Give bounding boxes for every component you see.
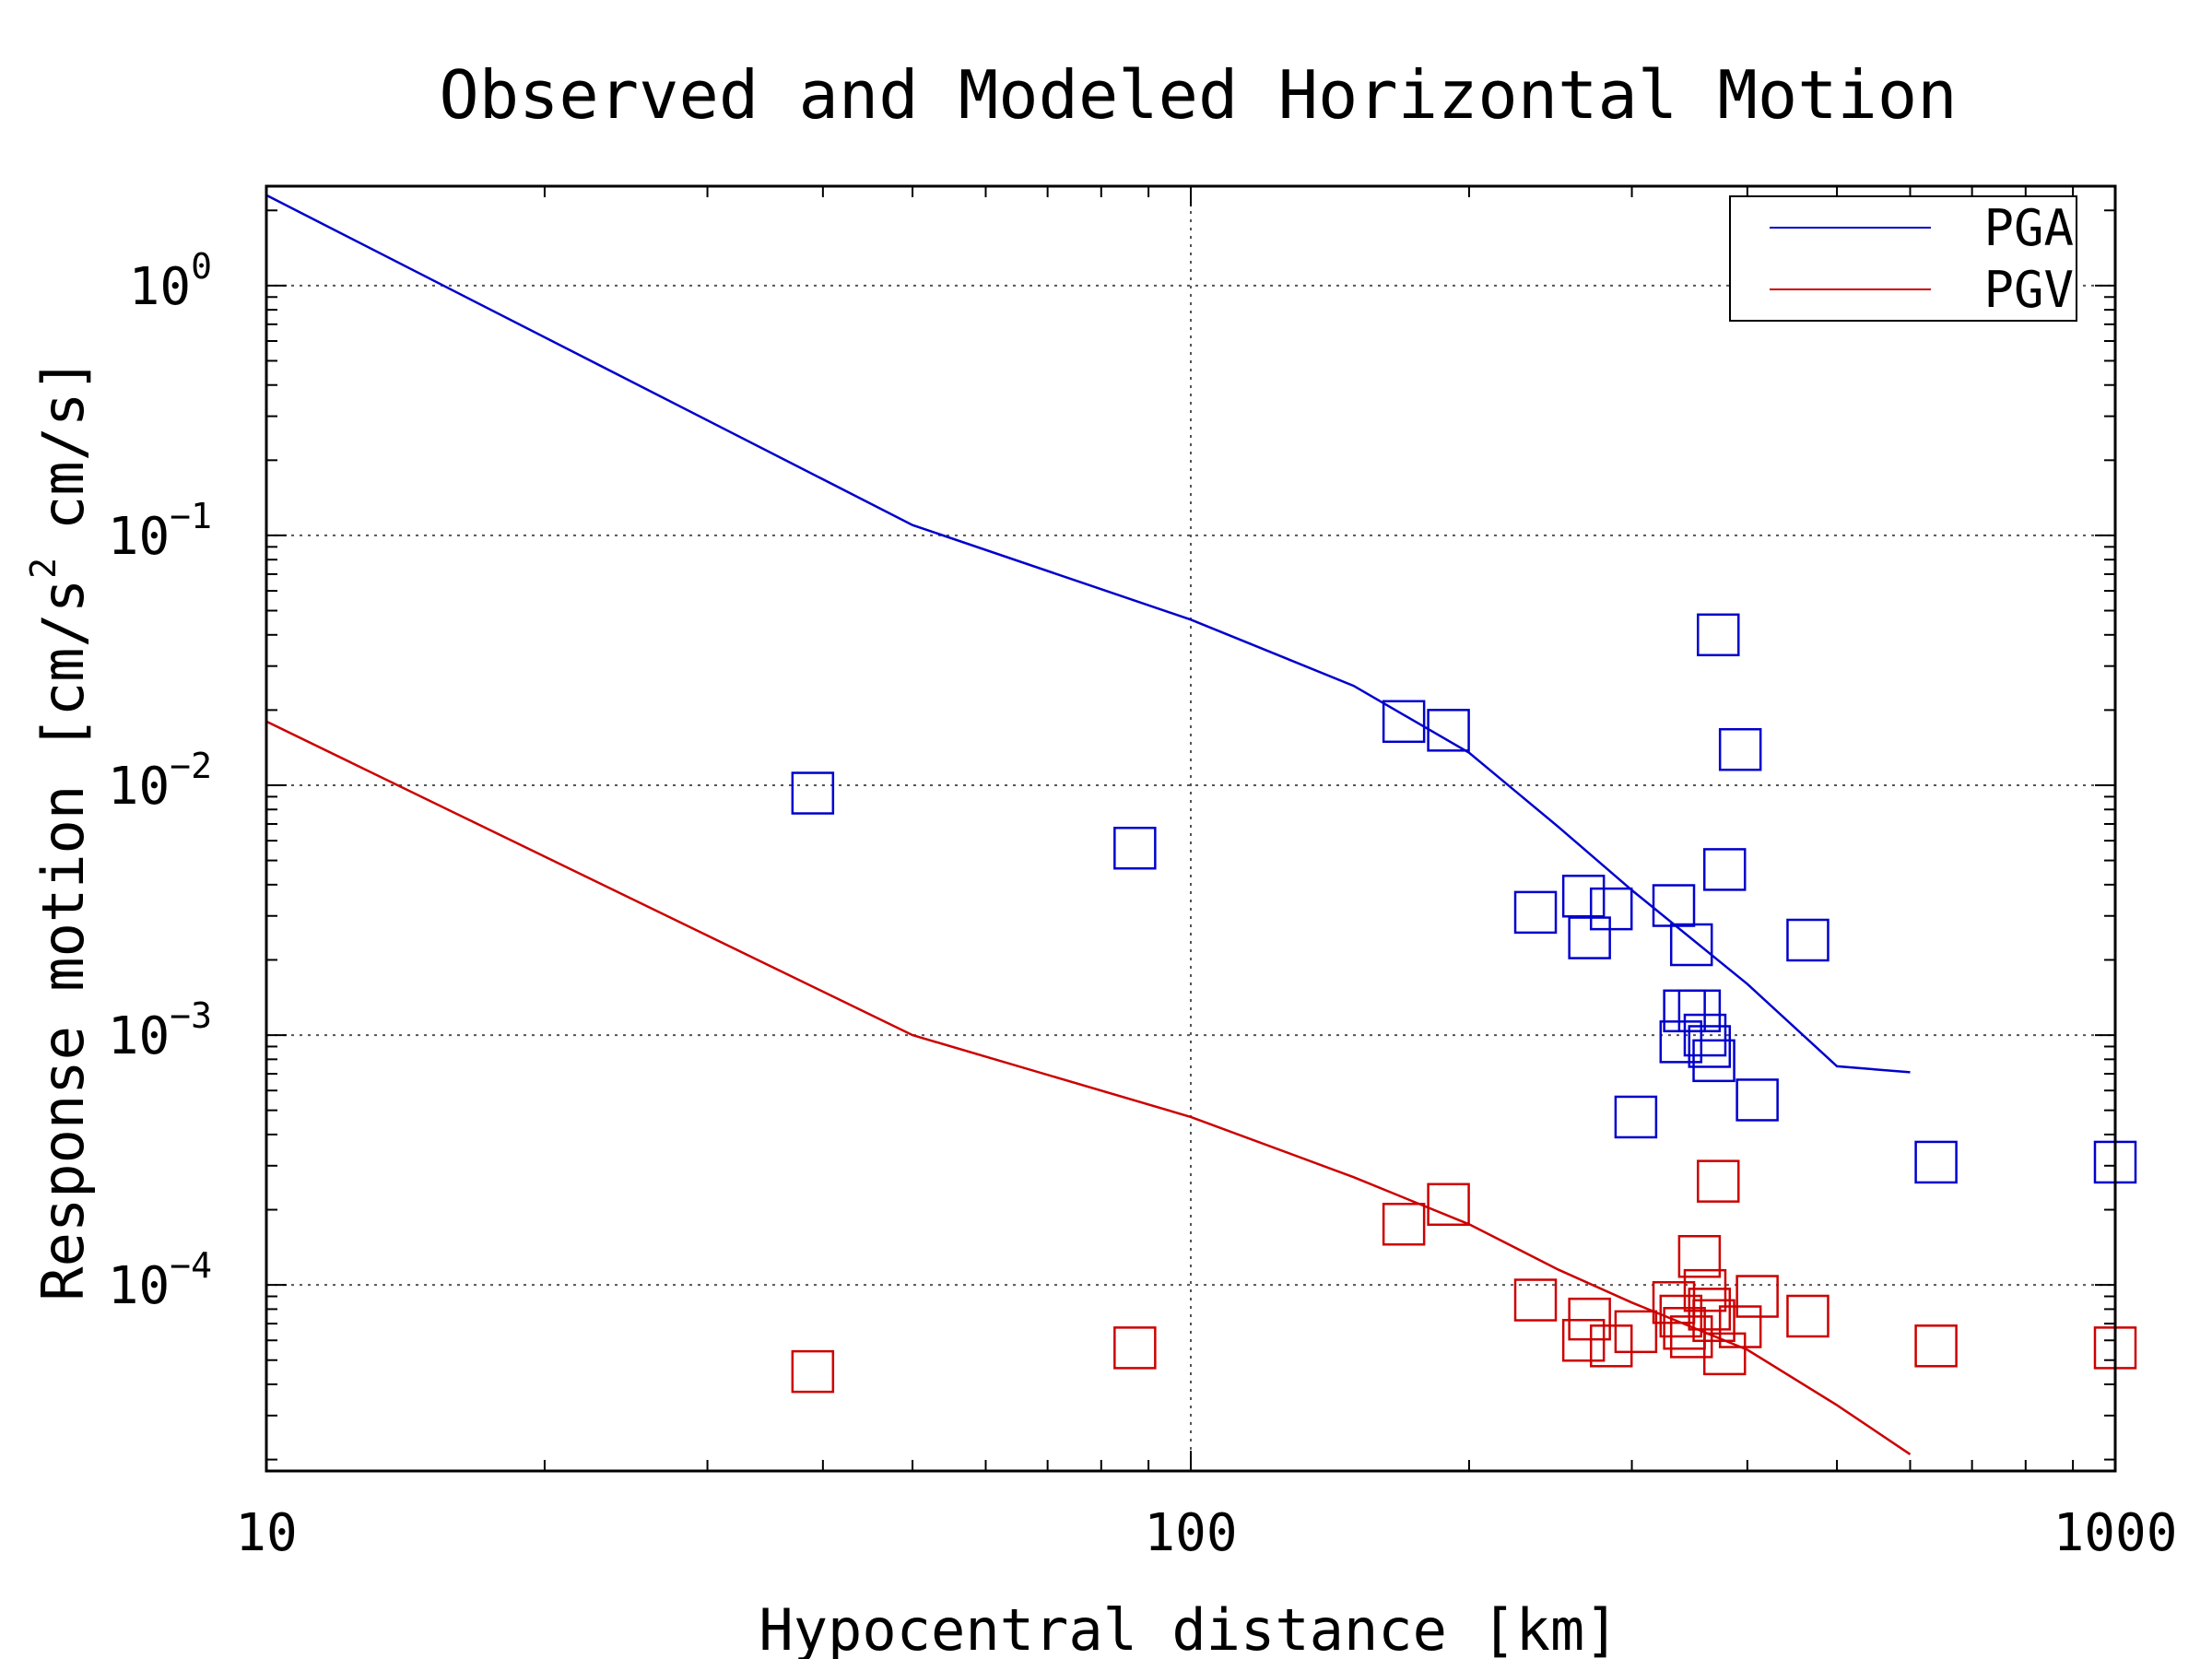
pgv-observation-marker	[1683, 1268, 1727, 1312]
chart-title: Observed and Modeled Horizontal Motion	[439, 56, 1957, 134]
pgv-observation-marker	[1113, 1326, 1157, 1370]
pga-observation-marker	[1652, 884, 1696, 927]
pga-observation-marker	[1914, 1140, 1958, 1184]
pga-observation-marker	[1113, 827, 1157, 870]
pga-observation-marker	[1513, 890, 1558, 935]
pgv-observation-marker	[1568, 1297, 1611, 1341]
legend-label-pgv: PGV	[1983, 261, 2074, 319]
pga-observation-marker	[1697, 613, 1740, 657]
pgv-observation-marker	[1702, 1332, 1747, 1376]
pgv-observation-marker	[1427, 1182, 1470, 1227]
pga-observation-marker	[1735, 1078, 1779, 1122]
y-tick-label: 10−3	[108, 995, 212, 1066]
pga-observation-marker	[1382, 700, 1426, 744]
y-tick-label: 10−1	[108, 496, 212, 567]
pgv-observation-marker	[1382, 1203, 1426, 1246]
pga-observation-marker	[1561, 875, 1606, 918]
x-tick-label: 1000	[2053, 1503, 2178, 1563]
pga-observation-marker	[1677, 989, 1722, 1033]
pgv-observation-marker	[1735, 1275, 1779, 1318]
pga-observation-marker	[1688, 1025, 1732, 1068]
pga-observation-marker	[1427, 709, 1470, 752]
y-tick-label: 10−4	[108, 1245, 212, 1316]
pgv-observation-marker	[1688, 1288, 1732, 1331]
pgv-observation-marker	[1692, 1299, 1735, 1343]
legend: PGA PGV	[1729, 195, 2077, 322]
pga-observation-marker	[1568, 916, 1611, 959]
pgv-observation-marker	[1669, 1315, 1713, 1359]
pgv-observation-marker	[1614, 1310, 1658, 1354]
legend-label-pga: PGA	[1983, 199, 2074, 257]
x-tick-labels: 10 100 1000	[235, 1503, 2177, 1563]
x-tick-label: 100	[1144, 1503, 1237, 1563]
pgv-observation-marker	[1589, 1324, 1633, 1368]
grid-lines	[266, 186, 2115, 1471]
model-lines	[265, 194, 1912, 1455]
pga-observation-marker	[1669, 923, 1713, 967]
pgv-observation-marker	[1718, 1305, 1762, 1348]
y-axis-label-sup: 2	[23, 558, 64, 579]
pgv-observation-marker	[1697, 1159, 1740, 1203]
pgv-observation-marker	[1513, 1278, 1558, 1322]
axis-ticks	[265, 186, 2115, 1471]
pga-observation-marker	[1683, 1013, 1727, 1057]
pga-observation-marker	[1718, 727, 1762, 771]
pgv-observation-marker	[1914, 1324, 1958, 1368]
x-axis-label: Hypocentral distance [km]	[759, 1596, 1618, 1659]
pga-model-line	[265, 194, 1911, 1074]
y-tick-label: 100	[129, 246, 212, 317]
pgv-observation-marker	[791, 1349, 835, 1394]
pga-observation-marker	[1786, 918, 1830, 962]
pga-observation-marker	[791, 771, 835, 815]
legend-box	[1729, 195, 2077, 322]
pgv-model-line	[265, 720, 1912, 1455]
plot-frame	[265, 184, 2117, 1473]
pgv-observation-marker	[1786, 1294, 1830, 1338]
y-axis-label-tail: cm/s]	[29, 358, 97, 530]
y-tick-label: 10−2	[108, 746, 212, 817]
y-tick-labels: 100 10−1 10−2 10−3 10−4	[108, 246, 212, 1316]
pga-observation-marker	[1692, 1039, 1735, 1083]
pga-observation-marker	[1702, 848, 1747, 891]
pga-observation-marker	[1589, 887, 1633, 931]
y-axis-label: Response motion [cm/s2 cm/s]	[23, 358, 97, 1300]
pga-observation-marker	[1659, 1020, 1703, 1064]
pgv-observation-marker	[1677, 1234, 1722, 1278]
observation-markers	[791, 613, 2137, 1394]
pga-observation-marker	[1614, 1095, 1658, 1139]
y-axis-label-main: Response motion [cm/s	[29, 579, 97, 1301]
x-tick-label: 10	[235, 1503, 297, 1563]
